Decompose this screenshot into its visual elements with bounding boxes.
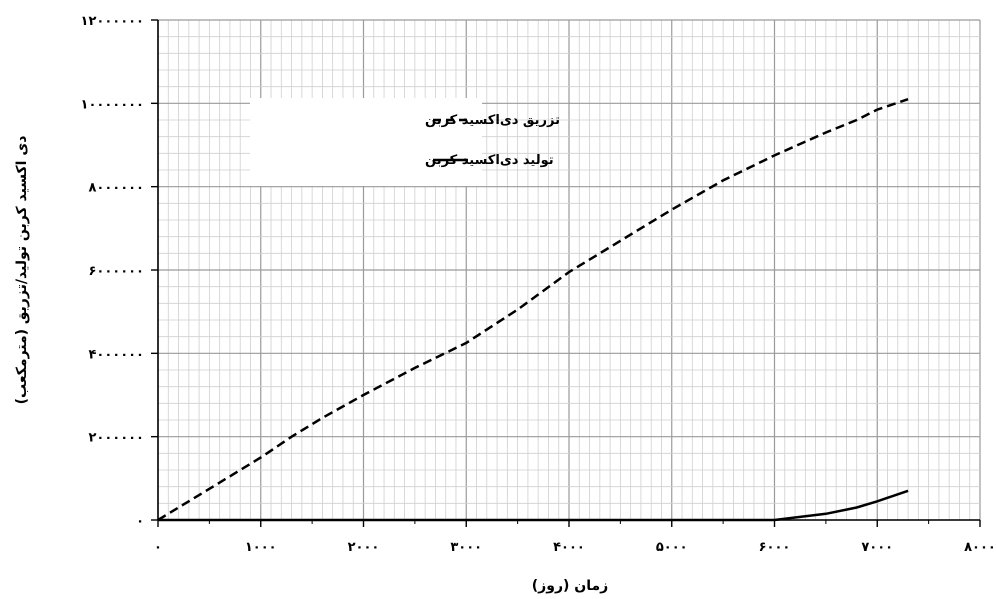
y-tick-label: ۶۰۰۰۰۰۰	[88, 264, 144, 279]
legend: تزریق دی‌اکسید کربن تولید دی‌اکسید کربن	[250, 98, 560, 186]
x-tick-label: ۷۰۰۰	[861, 540, 893, 555]
legend-background	[250, 98, 482, 186]
y-tick-label: ۱۰۰۰۰۰۰۰	[81, 97, 144, 112]
series-line-1	[158, 489, 909, 522]
legend-label-production: تولید دی‌اکسید کربن	[425, 153, 554, 168]
x-tick-label: ۸۰۰۰	[964, 540, 996, 555]
series-line-0	[157, 98, 909, 522]
y-axis-title: دی اکسید کربن تولید/تزریق (مترمکعب)	[14, 136, 30, 405]
x-tick-labels: ۰ ۱۰۰۰ ۲۰۰۰ ۳۰۰۰ ۴۰۰۰ ۵۰۰۰ ۶۰۰۰ ۷۰۰۰ ۸۰۰۰	[154, 520, 996, 555]
y-tick-label: ۱۲۰۰۰۰۰۰	[81, 14, 144, 29]
legend-label-injection: تزریق دی‌اکسید کربن	[425, 113, 560, 128]
x-tick-label: ۶۰۰۰	[759, 540, 791, 555]
x-tick-label: ۳۰۰۰	[450, 540, 482, 555]
y-tick-label: ۰	[136, 514, 144, 529]
series-lines	[157, 98, 909, 522]
x-tick-label: ۰	[154, 540, 162, 555]
y-tick-label: ۲۰۰۰۰۰۰	[88, 431, 144, 446]
x-tick-label: ۴۰۰۰	[553, 540, 585, 555]
y-tick-labels: ۰ ۲۰۰۰۰۰۰ ۴۰۰۰۰۰۰ ۶۰۰۰۰۰۰ ۸۰۰۰۰۰۰ ۱۰۰۰۰۰۰۰ ۱۲۰…	[81, 14, 158, 529]
x-tick-label: ۵۰۰۰	[656, 540, 688, 555]
x-axis-title: زمان (روز)	[532, 578, 608, 594]
x-tick-label: ۱۰۰۰	[245, 540, 277, 555]
y-tick-label: ۸۰۰۰۰۰۰	[88, 181, 144, 196]
x-tick-label: ۲۰۰۰	[348, 540, 380, 555]
y-tick-label: ۴۰۰۰۰۰۰	[88, 347, 144, 362]
